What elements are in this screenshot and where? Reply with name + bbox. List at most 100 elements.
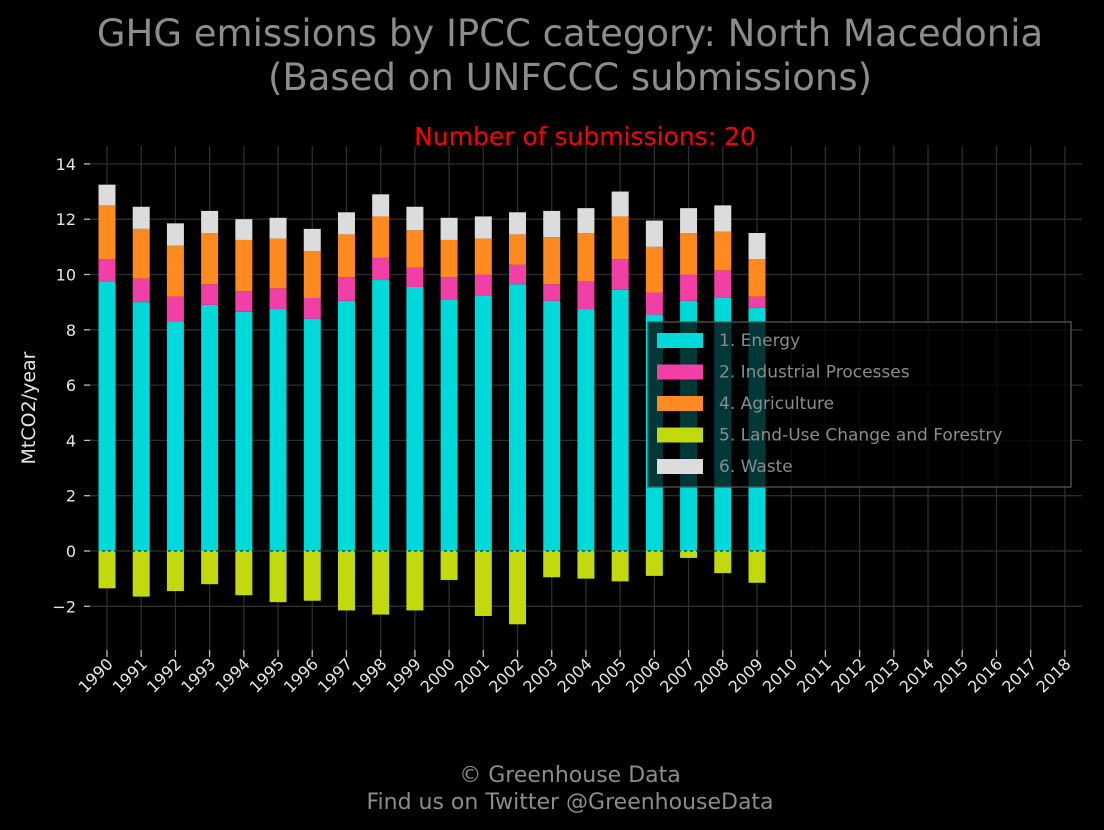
bar-segment <box>509 264 527 285</box>
bar-segment <box>337 300 355 551</box>
bar-segment <box>303 551 321 601</box>
bar-segment <box>543 237 561 285</box>
bar-segment <box>748 259 766 297</box>
bar-segment <box>166 551 184 592</box>
bar-segment <box>748 233 766 260</box>
bar-segment <box>98 281 116 551</box>
bar-segment <box>611 216 629 260</box>
y-tick-label: 0 <box>66 542 76 561</box>
chart-title: GHG emissions by IPCC category: North Ma… <box>0 12 1104 100</box>
bar-segment <box>577 233 595 282</box>
bar-segment <box>474 295 492 551</box>
bar-segment <box>406 286 424 551</box>
bar-segment <box>577 309 595 551</box>
bar-segment <box>132 302 150 551</box>
y-tick-label: 14 <box>56 155 76 174</box>
x-tick-label: 2015 <box>930 654 972 696</box>
bar-segment <box>509 284 527 551</box>
bar-segment <box>714 231 732 271</box>
bar-segment <box>166 321 184 551</box>
bar-segment <box>303 250 321 299</box>
legend-swatch <box>657 333 703 348</box>
bar-segment <box>269 217 287 239</box>
x-tick-label: 1991 <box>109 654 151 696</box>
y-tick-label: 10 <box>56 266 76 285</box>
legend-label: 2. Industrial Processes <box>719 363 910 383</box>
bar-segment <box>201 284 219 305</box>
bar-segment <box>406 551 424 611</box>
footer: © Greenhouse Data Find us on Twitter @Gr… <box>0 762 1104 816</box>
bar-segment <box>645 551 663 576</box>
bar-segment <box>303 298 321 319</box>
x-tick-label: 2006 <box>622 654 664 696</box>
legend-label: 1. Energy <box>719 331 800 351</box>
bar-segment <box>201 210 219 234</box>
bar-segment <box>98 205 116 260</box>
bar-segment <box>406 230 424 268</box>
bar-segment <box>440 299 458 551</box>
bar-segment <box>611 289 629 551</box>
bar-segment <box>303 318 321 551</box>
bar-segment <box>509 551 527 625</box>
bar-segment <box>440 551 458 581</box>
bar-segment <box>645 220 663 247</box>
bar-segment <box>132 551 150 597</box>
bar-segment <box>337 234 355 278</box>
bar-segment <box>98 184 116 206</box>
chart-subtitle: Number of submissions: 20 <box>414 122 756 151</box>
bar-segment <box>201 551 219 585</box>
legend-swatch <box>657 459 703 474</box>
bar-segment <box>235 311 253 551</box>
bar-segment <box>201 304 219 551</box>
bar-segment <box>440 277 458 300</box>
bar-segment <box>440 217 458 240</box>
bar-segment <box>474 216 492 239</box>
x-tick-label: 2011 <box>793 654 835 696</box>
bar-segment <box>201 233 219 285</box>
bar-segment <box>406 206 424 231</box>
bar-segment <box>337 277 355 301</box>
x-tick-label: 2010 <box>759 654 801 696</box>
bar-segment <box>303 228 321 251</box>
x-tick-label: 1997 <box>314 654 356 696</box>
bar-segment <box>269 288 287 310</box>
bar-segment <box>543 210 561 238</box>
bar-segment <box>132 278 150 303</box>
x-tick-label: 2002 <box>485 654 527 696</box>
y-tick-label: 2 <box>66 487 76 506</box>
bar-segment <box>474 274 492 296</box>
bar-segment <box>98 551 116 589</box>
x-tick-label: 2016 <box>964 654 1006 696</box>
x-tick-label: 2018 <box>1032 654 1074 696</box>
y-axis-label: MtCO2/year <box>18 351 40 464</box>
bar-segment <box>680 551 698 558</box>
bar-segment <box>372 257 390 281</box>
x-tick-label: 2014 <box>896 654 938 696</box>
bar-segment <box>98 259 116 282</box>
bar-segment <box>474 238 492 275</box>
bar-segment <box>372 280 390 551</box>
x-tick-label: 1999 <box>382 654 424 696</box>
bar-segment <box>269 551 287 603</box>
y-axis: −2 0 2 4 6 8 10 12 14 <box>52 155 90 616</box>
bar-segment <box>372 194 390 217</box>
bar-segment <box>543 551 561 578</box>
bar-segment <box>235 551 253 596</box>
x-tick-label: 2013 <box>861 654 903 696</box>
bar-segment <box>543 284 561 301</box>
y-tick-label: 4 <box>66 431 76 450</box>
bar-segment <box>372 216 390 258</box>
bar-segment <box>132 228 150 279</box>
bar-segment <box>611 191 629 217</box>
x-tick-label: 2007 <box>656 654 698 696</box>
x-tick-label: 2003 <box>519 654 561 696</box>
bar-segment <box>543 300 561 551</box>
x-tick-label: 2000 <box>417 654 459 696</box>
x-tick-label: 1994 <box>211 654 253 696</box>
x-tick-label: 1996 <box>280 654 322 696</box>
bar-segment <box>132 206 150 229</box>
bar-segment <box>474 551 492 616</box>
legend-box <box>647 321 1072 488</box>
bar-segment <box>509 212 527 235</box>
x-tick-label: 1995 <box>246 654 288 696</box>
